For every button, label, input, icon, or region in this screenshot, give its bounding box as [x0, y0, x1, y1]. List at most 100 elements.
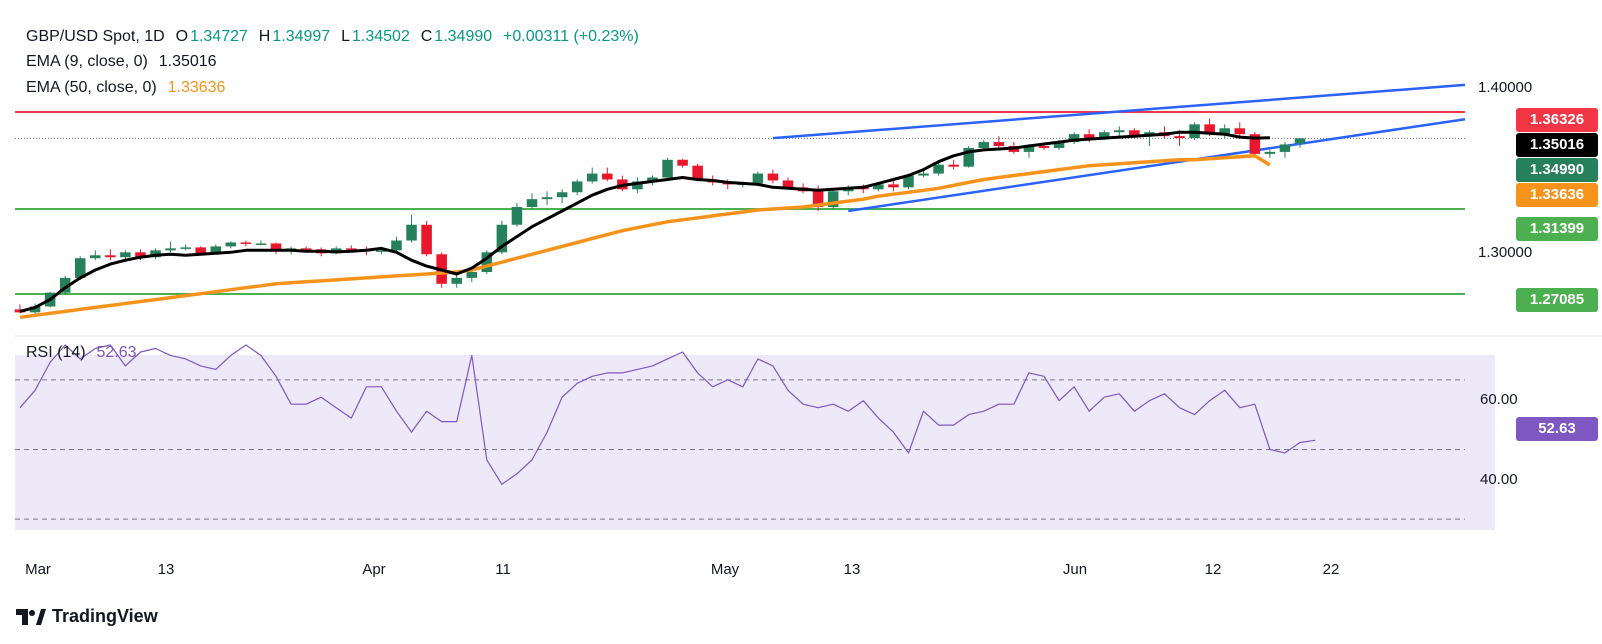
- last-price-tag: 1.34990: [1516, 158, 1598, 182]
- candle-body: [451, 277, 462, 284]
- candle-body: [1129, 130, 1140, 137]
- candle-body: [602, 173, 613, 180]
- close-value: 1.34990: [434, 28, 493, 45]
- ema9-label: EMA (9, close, 0): [26, 53, 148, 70]
- candle-body: [993, 142, 1005, 146]
- ema9-legend: EMA (9, close, 0) 1.35016: [26, 53, 219, 71]
- candle-body: [918, 173, 929, 176]
- candle-body: [963, 147, 974, 167]
- ema9-value: 1.35016: [158, 53, 217, 70]
- time-tick-11: 11: [495, 561, 511, 578]
- candle-body: [556, 192, 568, 198]
- candle-body: [240, 242, 252, 244]
- candle-body: [888, 184, 899, 188]
- candle-body: [1083, 134, 1095, 139]
- change-value: +0.00311 (+0.23%): [503, 28, 639, 45]
- rsi-line: [19, 344, 1316, 485]
- time-tick-apr: Apr: [362, 561, 386, 578]
- candle-body: [677, 159, 688, 166]
- candle-body: [210, 246, 222, 254]
- time-tick-13b: 13: [843, 561, 861, 578]
- ema9-price-tag: 1.35016: [1516, 133, 1598, 157]
- rsi-value: 52.63: [96, 344, 137, 361]
- candle-body: [90, 255, 101, 259]
- high-value: 1.34997: [272, 28, 331, 45]
- rsi-tick-1: 60.00: [1480, 391, 1518, 408]
- low-label: L: [341, 28, 350, 45]
- candle-body: [978, 142, 990, 148]
- candle-body: [406, 224, 417, 241]
- open-value: 1.34727: [190, 28, 248, 45]
- time-tick-13a: 13: [157, 561, 175, 578]
- candle-body: [1023, 146, 1035, 152]
- candle-body: [1294, 138, 1306, 144]
- candle-body: [1279, 144, 1291, 152]
- support2-price-tag: 1.27085: [1516, 288, 1598, 312]
- candle-body: [1038, 146, 1050, 148]
- candle-body: [29, 306, 41, 313]
- time-tick-12: 12: [1204, 561, 1222, 578]
- candle-body: [1219, 128, 1230, 135]
- rsi-value-tag: 52.63: [1516, 417, 1598, 441]
- candle-body: [225, 242, 237, 247]
- candle-body: [255, 243, 267, 245]
- candle-body: [195, 247, 206, 254]
- price-tick-1: 1.40000: [1478, 79, 1533, 96]
- candle-body: [1264, 151, 1276, 154]
- candle-body: [496, 224, 508, 253]
- candle-body: [1068, 134, 1080, 143]
- candle-body: [692, 165, 703, 180]
- candle-body: [421, 224, 432, 255]
- rsi-legend: RSI (14) 52.63: [26, 344, 139, 362]
- candle-body: [300, 248, 312, 250]
- brand-name: TradingView: [52, 606, 158, 626]
- ema50-legend: EMA (50, close, 0) 1.33636: [26, 79, 227, 97]
- candle-body: [346, 248, 357, 250]
- low-value: 1.34502: [352, 28, 410, 45]
- candle-body: [541, 197, 553, 200]
- channel-lower-line: [848, 117, 1466, 213]
- indicator-lines: [19, 130, 1316, 485]
- candle-body: [827, 191, 839, 208]
- candle-body: [1174, 136, 1185, 139]
- candle-body: [1204, 124, 1215, 135]
- candle-body: [632, 181, 643, 190]
- symbol-label: GBP/USD Spot, 1D: [26, 28, 165, 45]
- candle-body: [752, 173, 764, 184]
- candle-body: [481, 252, 493, 272]
- candle-body: [511, 207, 523, 225]
- high-label: H: [258, 28, 271, 45]
- candle-body: [105, 255, 116, 258]
- candle-body: [1249, 134, 1261, 154]
- ema9-line: [19, 130, 1270, 313]
- support1-price-tag: 1.31399: [1516, 217, 1598, 241]
- candle-body: [59, 277, 71, 293]
- open-label: O: [175, 28, 189, 45]
- resistance-price-tag: 1.36326: [1516, 108, 1598, 132]
- rsi-tick-2: 40.00: [1480, 471, 1518, 488]
- channel-upper-line: [772, 83, 1466, 140]
- rsi-levels: [15, 379, 1465, 520]
- candle-body: [948, 164, 959, 167]
- candle-body: [662, 159, 673, 178]
- close-label: C: [420, 28, 433, 45]
- candle-body: [1114, 130, 1125, 133]
- price-tick-2: 1.30000: [1478, 244, 1533, 261]
- candle-body: [1053, 142, 1065, 148]
- time-tick-may: May: [710, 561, 740, 578]
- candle-body: [120, 252, 131, 258]
- price-levels: [15, 83, 1466, 295]
- candle-body: [586, 173, 598, 182]
- candle-body: [903, 175, 914, 188]
- brand[interactable]: TradingView: [16, 606, 158, 627]
- candle-body: [150, 250, 161, 258]
- time-tick-22: 22: [1322, 561, 1340, 578]
- candle-body: [526, 199, 538, 208]
- candle-body: [180, 247, 191, 249]
- ema50-label: EMA (50, close, 0): [26, 79, 157, 96]
- candle-body: [1098, 132, 1110, 139]
- rsi-band: [15, 355, 1495, 530]
- candle-body: [466, 272, 478, 278]
- candle-body: [873, 184, 884, 190]
- ema50-price-tag: 1.33636: [1516, 183, 1598, 207]
